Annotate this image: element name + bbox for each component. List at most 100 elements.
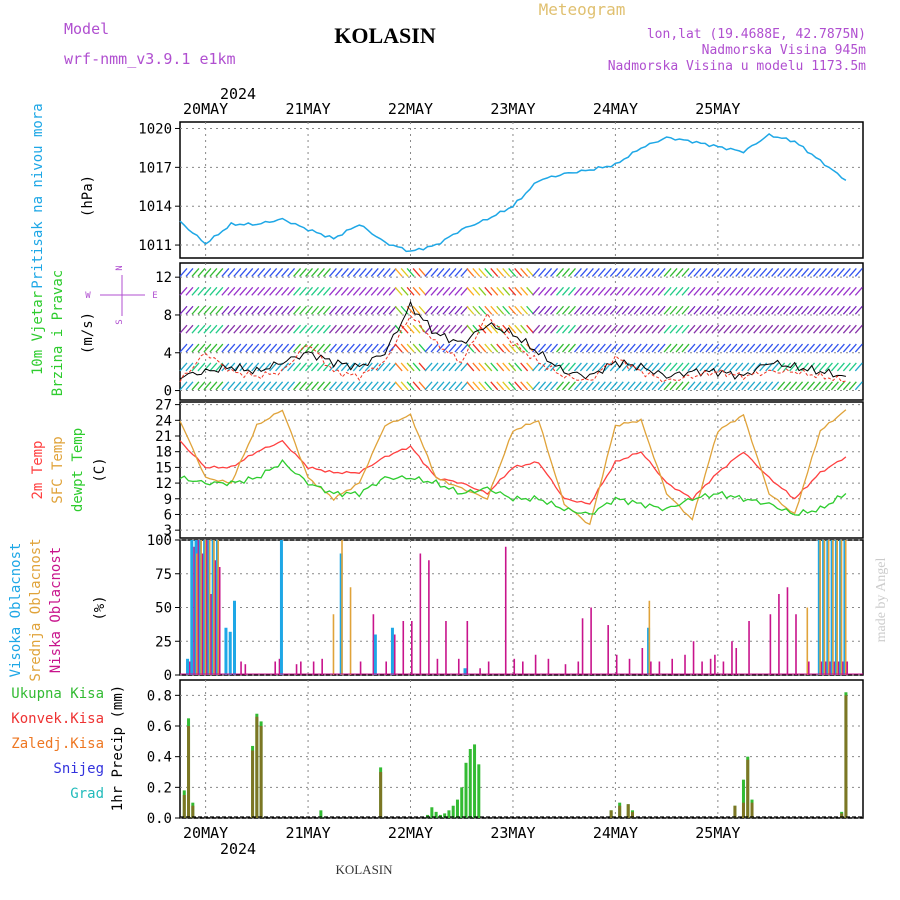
- wind-barb: [759, 305, 768, 315]
- wind-barb: [573, 343, 582, 353]
- cloud-mid-bar: [332, 614, 335, 675]
- wind-barb: [191, 343, 200, 353]
- wind-barb: [179, 268, 188, 277]
- wind-barb: [334, 324, 343, 334]
- wind-barb: [789, 343, 798, 353]
- wind-barb: [478, 286, 487, 296]
- wind-barb: [812, 286, 821, 296]
- wind-barb: [209, 381, 218, 391]
- wind-barb: [400, 381, 409, 391]
- wind-barb: [185, 268, 194, 277]
- wind-barb: [723, 381, 732, 391]
- wind-barb: [777, 343, 786, 353]
- wind-barb: [305, 343, 313, 353]
- wind-barb: [316, 324, 325, 334]
- wind-barb: [663, 362, 672, 372]
- wind-barb: [340, 324, 349, 334]
- temp-tick-label: 21: [155, 429, 172, 445]
- wind-barb: [484, 305, 493, 315]
- wind-barb: [711, 324, 720, 334]
- wind-barb: [591, 381, 600, 391]
- cloud-low-bar: [842, 661, 844, 675]
- wind-barb: [508, 324, 517, 334]
- cloud-low-bar: [522, 661, 524, 675]
- wind-barb: [729, 381, 738, 391]
- wind-barb: [418, 381, 427, 391]
- wind-barb: [209, 362, 218, 372]
- wind-barb: [585, 305, 594, 315]
- wind-barb: [394, 286, 403, 296]
- wind-barb: [771, 286, 780, 296]
- wind-barb: [215, 305, 224, 315]
- temp-frame: [179, 401, 864, 539]
- wind-barb: [305, 305, 313, 315]
- wind-tick-label: 12: [155, 270, 172, 286]
- wind-barb: [221, 286, 230, 296]
- wind-barb: [747, 286, 756, 296]
- wind-barb: [448, 324, 457, 334]
- wind-barb: [621, 343, 630, 353]
- wind-barb: [215, 268, 224, 277]
- wind-speed-line: [179, 300, 847, 380]
- wind-barb: [305, 286, 313, 296]
- wind-barb: [550, 381, 559, 391]
- cloud-low-bar: [218, 567, 221, 675]
- wind-barb: [334, 286, 343, 296]
- wind-barb: [687, 381, 696, 391]
- wind-barb: [520, 305, 529, 315]
- wind-barb: [807, 381, 815, 391]
- wind-barb: [651, 305, 660, 315]
- cloud-low-bar: [722, 661, 725, 675]
- wind-barb: [567, 286, 576, 296]
- wind-barb: [514, 268, 523, 277]
- wind-barb: [460, 286, 469, 296]
- wind-barb: [430, 362, 439, 372]
- wind-barb: [251, 305, 260, 315]
- cloud-low-bar: [393, 634, 396, 675]
- wind-barb: [687, 268, 696, 277]
- precip-total-bar: [319, 810, 323, 818]
- wind-barb: [807, 268, 815, 277]
- wind-barb: [783, 362, 792, 372]
- wind-barb: [687, 286, 696, 296]
- wind-barb: [735, 381, 744, 391]
- cloud-mid-bar: [832, 540, 834, 675]
- cloud-low-bar: [846, 661, 849, 675]
- wind-barb: [789, 268, 798, 277]
- cloud-low-bar: [825, 661, 827, 675]
- cloud-tick-label: 50: [155, 601, 172, 617]
- precip-total-bar: [451, 805, 455, 818]
- wind-barb: [185, 381, 194, 391]
- precip-tick-label: 0.8: [147, 688, 172, 704]
- lonlat-text: lon,lat (19.4688E, 42.7875N): [647, 27, 866, 42]
- wind-barb: [358, 286, 367, 296]
- pressure-tick-label: 1020: [138, 121, 172, 137]
- wind-barb: [239, 286, 248, 296]
- wind-barb: [723, 305, 732, 315]
- wind-barb: [705, 343, 714, 353]
- wind-barb: [310, 305, 319, 315]
- wind-barb: [436, 286, 445, 296]
- wind-barb: [573, 286, 582, 296]
- wind-barb: [818, 305, 827, 315]
- credit-text: made by Angel: [874, 558, 889, 643]
- wind-barb: [281, 305, 290, 315]
- wind-barb: [454, 305, 463, 315]
- wind-barb: [239, 324, 248, 334]
- wind-barb: [508, 286, 517, 296]
- wind-barb: [848, 343, 857, 353]
- temp-tick-label: 15: [155, 460, 172, 476]
- precip-total-bar: [447, 810, 451, 818]
- wind-barb: [227, 324, 236, 334]
- cloud-low-bar: [778, 594, 780, 675]
- wind-barb: [436, 343, 445, 353]
- wind-barb: [532, 324, 541, 334]
- wind-barb: [197, 343, 206, 353]
- wind-barb: [801, 268, 810, 277]
- wind-barb: [681, 381, 690, 391]
- cloud-low-bar: [201, 553, 204, 675]
- wind-barb: [376, 286, 385, 296]
- wind-barb: [532, 305, 541, 315]
- wind-barb: [281, 362, 290, 372]
- wind-barb: [221, 268, 230, 277]
